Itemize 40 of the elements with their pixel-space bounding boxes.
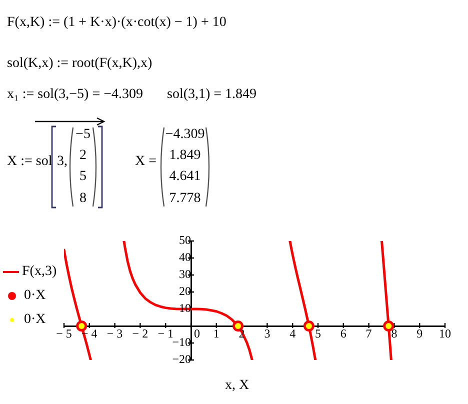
y-tick-label: −10 xyxy=(172,335,191,350)
text: 3, xyxy=(57,154,68,170)
text: 5 xyxy=(80,169,86,185)
x-tick-label: 6 xyxy=(340,326,346,340)
y-tick-label: 40 xyxy=(179,250,191,264)
y-tick-label: 50 xyxy=(179,233,191,248)
text: X := sol xyxy=(7,154,52,170)
x-tick-label: − 3 xyxy=(106,326,123,340)
x-tick-label: 7 xyxy=(366,326,372,340)
text: 1.849 xyxy=(169,148,201,164)
x-tick-label: − 1 xyxy=(158,326,174,340)
x-tick-label: 4 xyxy=(290,326,296,340)
text: 4.641 xyxy=(169,169,201,185)
legend-label: F(x,3) xyxy=(22,264,57,280)
text: X = xyxy=(135,154,157,170)
text: sol(K,x) := root(F(x,K),x) xyxy=(7,56,152,72)
text: F(x,K) := (1 + K·x)·(x·cot(x) − 1) + 10 xyxy=(7,15,226,31)
y-tick-label: −20 xyxy=(172,352,191,366)
x-axis-title: x, X xyxy=(224,378,250,394)
x-tick-label: 1 xyxy=(213,326,220,340)
y-tick-label: 20 xyxy=(179,284,191,298)
text: −4.309 xyxy=(165,127,205,143)
x-tick-label: − 5 xyxy=(56,326,72,340)
text: 8 xyxy=(80,191,86,207)
x-tick-label: 8 xyxy=(391,326,398,340)
x-tick-label: − 2 xyxy=(132,326,148,340)
x-tick-label: 0 xyxy=(194,326,200,340)
legend-label: 0·X xyxy=(24,288,46,304)
text: x₁ := sol(3,−5) = −4.309 xyxy=(7,87,144,103)
text: 7.778 xyxy=(169,191,201,207)
text: −5 xyxy=(76,127,90,143)
x-tick-label: 3 xyxy=(264,326,270,340)
x-tick-label: − 4 xyxy=(82,326,98,340)
x-tick-label: 5 xyxy=(315,326,321,340)
text: 2 xyxy=(80,148,86,164)
y-tick-label: 30 xyxy=(179,267,191,282)
text: sol(3,1) = 1.849 xyxy=(167,87,257,103)
legend-label: 0·X xyxy=(24,312,46,328)
x-tick-label: 10 xyxy=(439,326,451,340)
x-tick-label: 9 xyxy=(416,326,423,340)
